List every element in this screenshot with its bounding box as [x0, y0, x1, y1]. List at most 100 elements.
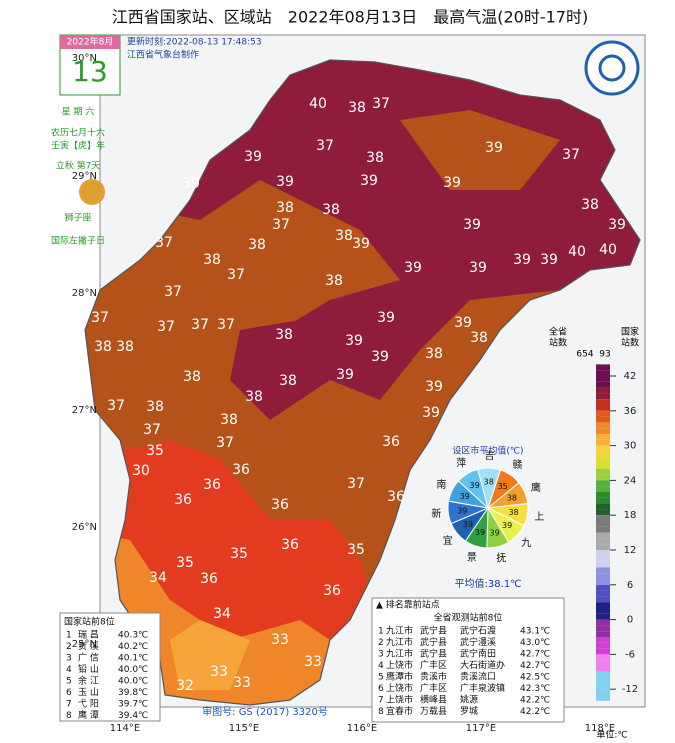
approval-number: 审图号: GS (2017) 3320号 — [202, 705, 328, 718]
pie-city: 景 — [467, 551, 477, 563]
station-value: 36 — [174, 492, 192, 508]
pie-value: 39 — [460, 492, 470, 501]
colorbar-cell — [596, 364, 610, 371]
province-table-cell: 武宁县 — [420, 625, 447, 637]
colorbar-label: -12 — [622, 684, 638, 695]
province-table-header: ▲ 排名靠前站点 — [376, 599, 440, 611]
station-value: 39 — [404, 260, 422, 276]
national-table-cell: 39.8℃ — [118, 688, 148, 698]
station-value: 39 — [608, 217, 626, 233]
pie-value: 39 — [457, 506, 467, 515]
station-value: 39 — [244, 149, 262, 165]
station-value: 39 — [540, 252, 558, 268]
colorbar-cell — [596, 637, 610, 643]
colorbar-cell — [596, 376, 610, 382]
pie-mean: 平均值:38.1℃ — [455, 577, 522, 590]
national-table-cell: 广 信 — [78, 652, 99, 664]
province-count: 654 — [576, 350, 593, 360]
national-table-cell: 1 — [66, 631, 72, 641]
national-table-title: 国家站前8位 — [64, 616, 115, 628]
station-value: 35 — [230, 546, 248, 562]
colorbar-cell — [596, 573, 610, 579]
province-table-cell: 广丰区 — [420, 682, 447, 694]
station-value: 39 — [377, 310, 395, 326]
national-table-cell: 40.1℃ — [118, 654, 148, 664]
pie-value: 38 — [484, 478, 494, 487]
colorbar-cell — [596, 515, 610, 521]
latitude-label: 26°N — [72, 522, 97, 533]
province-table-title: 全省观测站前8位 — [434, 612, 503, 624]
zodiac-icon — [79, 179, 105, 205]
national-table-cell: 40.2℃ — [118, 642, 148, 652]
colorbar-cell — [596, 405, 610, 411]
station-value: 35 — [176, 555, 194, 571]
ganzhi-year: 壬寅【虎】年 — [51, 140, 105, 152]
station-value: 39 — [182, 176, 200, 192]
colorbar-cell — [596, 654, 610, 661]
station-value: 39 — [352, 236, 370, 252]
longitude-label: 116°E — [347, 723, 377, 734]
pie-sector — [477, 467, 502, 510]
colorbar-label: 42 — [624, 371, 637, 382]
national-table-cell: 瑞 昌 — [78, 629, 99, 641]
province-table-cell: 42.5℃ — [520, 673, 550, 683]
colorbar-cell — [596, 555, 610, 562]
calendar-month: 2022年8月 — [67, 36, 114, 48]
station-value: 39 — [422, 405, 440, 421]
province-table-cell: 万载县 — [420, 705, 447, 717]
national-table — [59, 612, 161, 722]
colorbar-cell — [596, 393, 610, 400]
province-table-cell: 42.2℃ — [520, 707, 550, 717]
station-value: 33 — [210, 664, 228, 680]
longitude-label: 118°E — [585, 723, 615, 734]
province-table-cell: 3 — [378, 650, 384, 660]
colorbar-cell — [596, 619, 610, 626]
colorbar-cell — [596, 613, 610, 620]
station-value: 37 — [164, 284, 182, 300]
colorbar-cell — [596, 677, 610, 684]
pie-title: 设区市平均值(℃) — [452, 445, 523, 457]
province-table-cell: 广丰泉波镇 — [460, 682, 505, 694]
station-value: 38 — [248, 237, 266, 253]
colorbar-cell — [596, 579, 610, 585]
colorbar-cell — [596, 416, 610, 423]
pie-city: 萍 — [456, 457, 466, 469]
pie-city: 新 — [431, 507, 441, 520]
province-table-cell: 42.2℃ — [520, 696, 550, 706]
longitude-label: 115°E — [229, 723, 259, 734]
national-table-cell: 3 — [66, 654, 72, 664]
station-value: 38 — [366, 150, 384, 166]
province-table-cell: 5 — [378, 673, 384, 683]
station-value: 36 — [387, 489, 405, 505]
province-table-cell: 42.7℃ — [520, 661, 550, 671]
colorbar-cell — [596, 532, 610, 539]
colorbar-label: 36 — [624, 406, 637, 417]
province-table-cell: 43.0℃ — [520, 638, 550, 648]
station-value: 33 — [304, 654, 322, 670]
station-value: 38 — [470, 330, 488, 346]
national-table-cell: 弋 阳 — [78, 698, 99, 710]
province-table-cell: 4 — [378, 661, 384, 671]
station-value: 37 — [91, 310, 109, 326]
station-value: 32 — [176, 678, 194, 694]
national-table-cell: 40.0℃ — [118, 665, 148, 675]
pie-value: 38 — [507, 493, 517, 502]
colorbar-cell — [596, 492, 610, 498]
station-value: 35 — [146, 443, 164, 459]
colorbar-cell — [596, 445, 610, 452]
station-value: 36 — [382, 434, 400, 450]
province-table-cell: 7 — [378, 696, 384, 706]
station-value: 39 — [345, 333, 363, 349]
station-value: 38 — [116, 339, 134, 355]
station-value: 38 — [335, 228, 353, 244]
national-table-cell: 4 — [66, 665, 72, 675]
national-table-cell: 39.7℃ — [118, 700, 148, 710]
colorbar-cell — [596, 480, 610, 487]
colorbar-label: 18 — [624, 510, 637, 521]
station-value: 39 — [276, 174, 294, 190]
station-value: 38 — [183, 369, 201, 385]
station-value: 38 — [276, 200, 294, 216]
national-label: 国家 — [621, 326, 639, 338]
colorbar-cell — [596, 695, 610, 701]
